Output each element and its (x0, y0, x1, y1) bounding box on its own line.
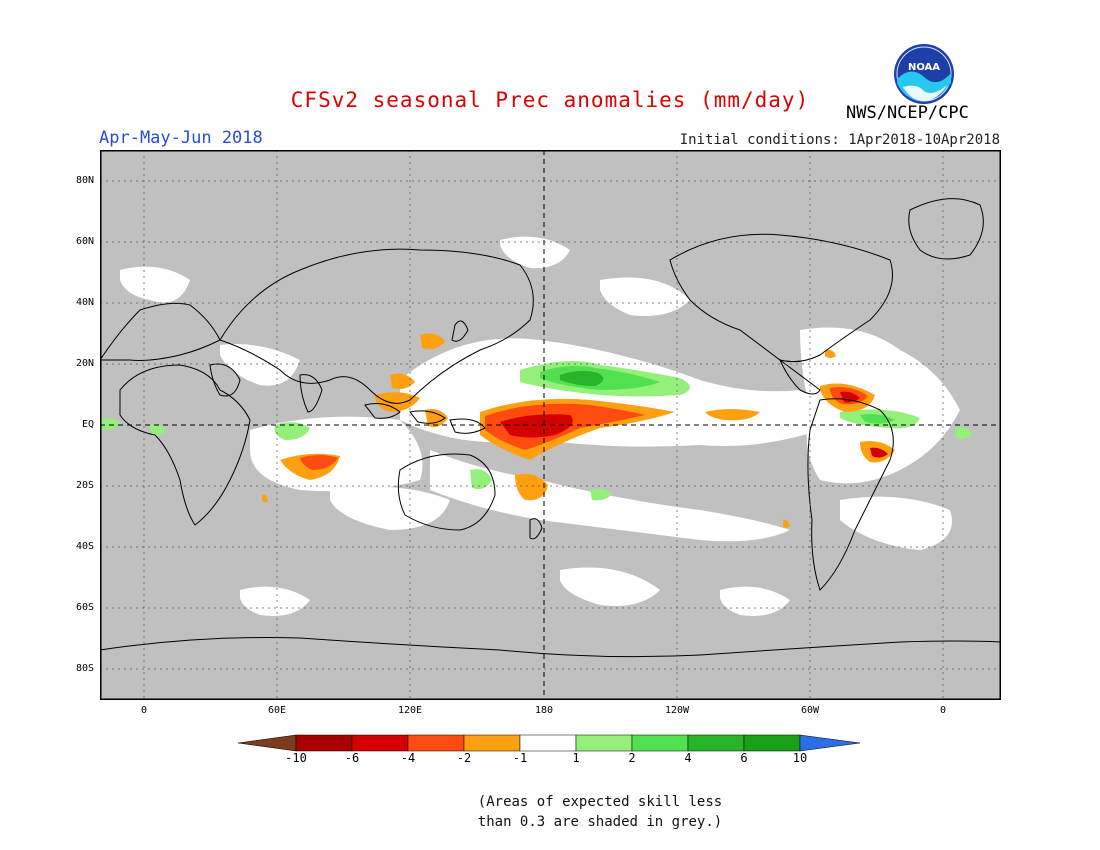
lon-label: 0 (140, 705, 148, 716)
colorbar-label: 2 (628, 751, 636, 765)
lon-label: 60E (267, 705, 287, 716)
lon-label: 120E (397, 705, 423, 716)
negative-anomaly-regions (262, 333, 895, 528)
grid-lines (100, 150, 1001, 700)
lat-label: 20S (75, 480, 94, 491)
colorbar-segment (575, 734, 633, 752)
skill-note-line: than 0.3 are shaded in grey.) (477, 814, 723, 830)
agency-label: NWS/NCEP/CPC (846, 103, 969, 123)
skill-note-line: (Areas of expected skill less (477, 794, 723, 810)
colorbar-segment (407, 734, 465, 752)
lon-label: 60W (800, 705, 820, 716)
colorbar-label: -2 (456, 751, 472, 765)
lon-label: 120W (664, 705, 690, 716)
colorbar-segment (351, 734, 409, 752)
colorbar-segment (463, 734, 521, 752)
initial-conditions-label: Initial conditions: 1Apr2018-10Apr2018 (679, 132, 1000, 148)
colorbar-label: -1 (512, 751, 528, 765)
lat-label: EQ (81, 419, 94, 430)
colorbar-arrow-low (238, 734, 297, 752)
colorbar-label: 10 (792, 751, 808, 765)
precip-anomaly-map (100, 150, 1001, 700)
lat-label: 20N (75, 358, 94, 369)
lat-label: 60S (75, 602, 94, 613)
lat-label: 80N (75, 175, 94, 186)
skill-note: (Areas of expected skill less than 0.3 a… (470, 792, 730, 832)
lat-label: 80S (75, 663, 94, 674)
colorbar-label: 4 (684, 751, 692, 765)
coastlines (100, 198, 1001, 658)
colorbar-segment (519, 734, 577, 752)
colorbar-label: 1 (572, 751, 580, 765)
colorbar-arrow-high (799, 734, 861, 752)
colorbar-segment (743, 734, 801, 752)
colorbar-label: -6 (344, 751, 360, 765)
colorbar-segment (295, 734, 353, 752)
lon-label: 180 (534, 705, 554, 716)
season-label: Apr-May-Jun 2018 (99, 128, 263, 148)
colorbar-label: -10 (285, 751, 307, 765)
colorbar-label: -4 (400, 751, 416, 765)
positive-anomaly-regions (100, 361, 972, 501)
lat-label: 60N (75, 236, 94, 247)
colorbar-segment (631, 734, 689, 752)
chart-title: CFSv2 seasonal Prec anomalies (mm/day) (290, 88, 810, 112)
lat-label: 40S (75, 541, 94, 552)
colorbar (238, 734, 861, 752)
noaa-logo: NOAA (894, 44, 954, 104)
noaa-logo-text: NOAA (908, 62, 940, 73)
colorbar-segment (687, 734, 745, 752)
lat-label: 40N (75, 297, 94, 308)
map-frame (100, 150, 1001, 700)
colorbar-label: 6 (740, 751, 748, 765)
lon-label: 0 (939, 705, 947, 716)
